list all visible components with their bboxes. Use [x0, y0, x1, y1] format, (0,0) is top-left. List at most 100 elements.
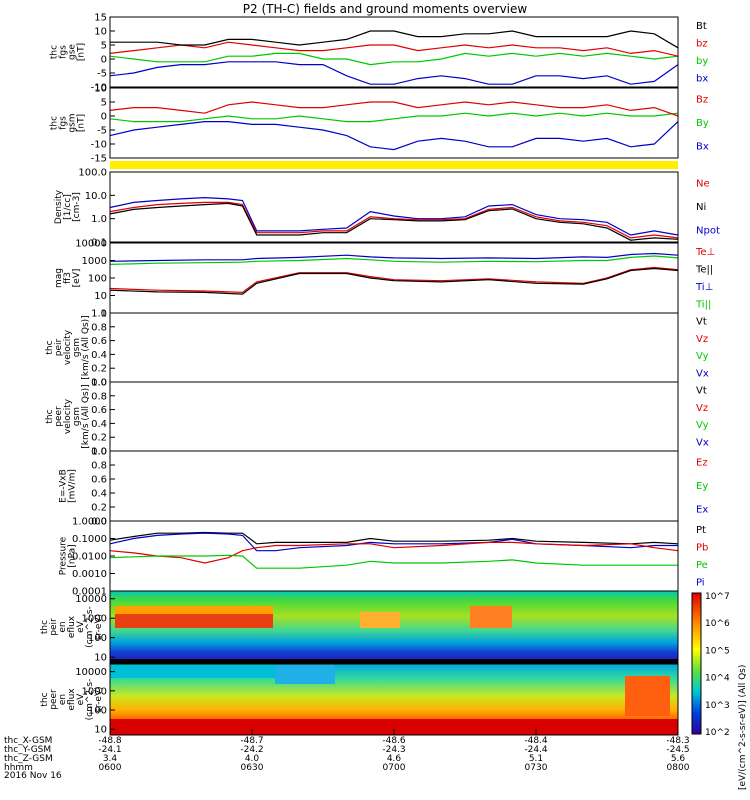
temperature-traces — [109, 252, 679, 295]
fgs-gse-ytick-label: 0 — [101, 55, 107, 66]
peir-velocity-legend-Vy: Vy — [696, 351, 709, 362]
x-tick-label: -48.8 — [98, 736, 122, 746]
efield-ytick-label: 0.0 — [91, 517, 107, 528]
peir-eflux-ytick-label: 10 — [94, 653, 107, 664]
panel-fgs-gse — [109, 16, 679, 88]
efield-ytick-label: 0.6 — [91, 475, 107, 486]
fgs-gse-ytick-label: 15 — [94, 13, 107, 24]
density-traces — [109, 196, 679, 241]
peir-eflux-ylabel: eflux — [67, 615, 77, 638]
x-tick-label: 0800 — [667, 763, 690, 773]
colorbar-tick-label: 10^2 — [705, 728, 730, 738]
peir-eflux-ytick-label: 10000 — [75, 594, 107, 605]
fgs-gsm-ylabel: gsm — [68, 113, 78, 132]
temperature-legend-Te⊥: Te⊥ — [695, 247, 715, 258]
peir-velocity-ylabel: thc — [45, 340, 55, 354]
peir-velocity-legend-Vz: Vz — [696, 334, 708, 345]
peer-eflux-ytick-label: 1000 — [82, 686, 107, 697]
colorbar: [eV/(cm^2-s-sr-eV)] (All Qs) — [691, 592, 748, 790]
temperature-legend-Te||: Te|| — [695, 264, 713, 275]
panel-peer-eflux — [109, 663, 679, 736]
peir-velocity-frame — [109, 312, 679, 383]
fgs-gsm-traces — [109, 101, 679, 151]
peer-eflux-ylabel: thc — [40, 692, 50, 706]
peer-velocity-legend-Vz: Vz — [696, 403, 708, 414]
fgs-gse-ytick-label: 10 — [94, 27, 107, 38]
peir-hot-region-3 — [470, 606, 512, 628]
pressure-ylabel: [nPa] — [68, 544, 78, 567]
x-tick-label: 5.1 — [529, 754, 543, 764]
colorbar-tick-label: 10^7 — [705, 592, 730, 602]
density-ytick-label: 100.0 — [78, 168, 107, 179]
peer-eflux-ylabel: eV — [76, 693, 86, 706]
peer-velocity-frame — [109, 381, 679, 452]
pressure-traces — [109, 531, 679, 569]
fgs-gse-ytick-label: -5 — [97, 69, 107, 80]
x-tick-label: -24.2 — [240, 745, 263, 755]
peir-velocity-ytick-label: 0.2 — [91, 364, 107, 375]
fgs-gsm-ylabel: fgs — [59, 116, 69, 130]
fgs-gse-legend-Bt: Bt — [696, 21, 707, 32]
peer-eflux-ytick-label: 10000 — [75, 667, 107, 678]
peer-velocity-ytick-label: 0.8 — [91, 391, 107, 402]
x-tick-label: 5.6 — [671, 754, 686, 764]
density-legend-Ni: Ni — [696, 202, 706, 213]
date-label: 2016 Nov 16 — [4, 771, 62, 781]
x-row-label: thc_X-GSM — [4, 736, 52, 746]
fgs-gse-series-Bt — [110, 30, 679, 49]
peir-velocity-ylabel: [km/s (All Qs)] — [81, 315, 91, 379]
pressure-series-Pb — [109, 541, 679, 564]
fgs-gse-legend-by: by — [696, 56, 708, 67]
figure-title: P2 (TH-C) fields and ground moments over… — [243, 2, 528, 16]
fgs-gsm-frame — [109, 87, 679, 159]
pressure-ytick-label: 1.0000 — [72, 517, 107, 528]
fgs-gsm-series-Bz — [109, 101, 679, 117]
temperature-frame — [109, 242, 679, 314]
peer-velocity-ytick-label: 1.0 — [91, 378, 107, 389]
density-legend-Npot: Npot — [696, 225, 720, 236]
peer-velocity-ylabel: gsm — [72, 407, 82, 426]
peer-eflux-ytick-label: 100 — [88, 706, 107, 717]
x-tick-label: -24.3 — [382, 745, 405, 755]
x-row-label: thc_Z-GSM — [4, 754, 53, 764]
fgs-gsm-legend-By: By — [696, 118, 709, 129]
peer-cool-region-2 — [275, 664, 335, 684]
peer-velocity-legend-Vy: Vy — [696, 420, 709, 431]
pressure-legend-Pe: Pe — [696, 560, 708, 571]
efield-ytick-label: 0.4 — [91, 489, 107, 500]
peir-velocity-ytick-label: 0.0 — [91, 378, 107, 389]
density-frame — [109, 171, 679, 243]
temperature-ytick-label: 100 — [88, 274, 107, 285]
panel-peer-velocity — [109, 381, 679, 452]
peir-eflux-ylabel: thc — [40, 620, 50, 634]
fgs-gse-ylabel: thc — [50, 45, 60, 59]
pressure-series-Pt — [109, 531, 679, 545]
x-tick-label: -48.4 — [524, 736, 548, 746]
x-row-label: hhmm — [4, 763, 33, 773]
temperature-ytick-label: 10000 — [75, 239, 107, 250]
peer-velocity-ytick-label: 0.4 — [91, 419, 107, 430]
x-tick-label: 0630 — [241, 763, 264, 773]
peer-velocity-ylabel: velocity — [63, 398, 73, 434]
temperature-ytick-label: 10 — [94, 291, 107, 302]
peir-velocity-ytick-label: 0.4 — [91, 350, 107, 361]
pressure-ylabel: Pressure — [59, 536, 69, 575]
colorbar-tick-label: 10^3 — [705, 701, 730, 711]
temperature-ylabel: mag — [54, 268, 64, 288]
fgs-gsm-ytick-label: 5 — [101, 98, 107, 109]
efield-ylabel: [mV/m] — [68, 469, 78, 503]
pressure-ytick-label: 0.0001 — [72, 587, 107, 598]
peir-velocity-ylabel: gsm — [72, 338, 82, 357]
peer-velocity-legend-Vt: Vt — [696, 386, 707, 397]
fgs-gsm-ylabel: [nT] — [77, 114, 87, 132]
quality-flag-bar — [110, 161, 678, 169]
peir-hot-region-2 — [360, 612, 400, 628]
temperature-legend-Ti⊥: Ti⊥ — [695, 282, 713, 293]
x-tick-label: -24.4 — [524, 745, 548, 755]
x-tick-label: -48.6 — [382, 736, 406, 746]
fgs-gsm-ytick-label: 0 — [101, 112, 107, 123]
x-tick-label: -48.3 — [666, 736, 689, 746]
peer-velocity-ytick-label: 0.2 — [91, 433, 107, 444]
peir-eflux-ylabel: en — [58, 621, 68, 632]
